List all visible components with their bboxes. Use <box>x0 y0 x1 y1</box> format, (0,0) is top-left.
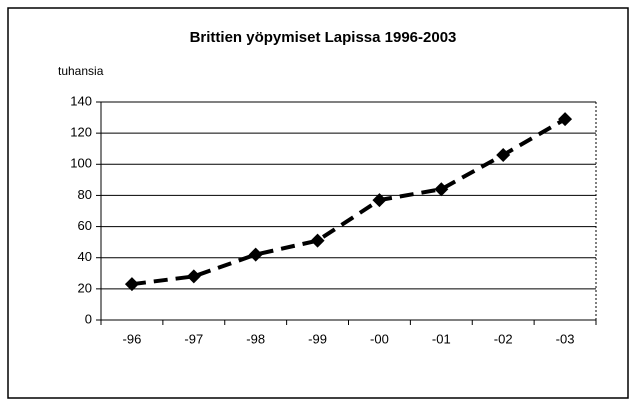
data-point <box>248 247 263 262</box>
data-point <box>186 269 201 284</box>
x-tick-label: -96 <box>123 331 142 346</box>
data-line <box>131 117 567 287</box>
y-tick-label: 60 <box>78 218 92 233</box>
y-tick-label: 0 <box>85 311 92 326</box>
y-tick-label: 140 <box>70 93 92 108</box>
y-tick-label: 20 <box>78 280 92 295</box>
data-point <box>496 147 511 162</box>
x-tick-label: -01 <box>432 331 451 346</box>
data-point <box>372 193 387 208</box>
data-point <box>434 182 449 197</box>
x-tick-label: -00 <box>370 331 389 346</box>
y-tick-label: 80 <box>78 187 92 202</box>
x-tick-label: -03 <box>556 331 575 346</box>
data-point <box>558 112 573 127</box>
x-tick-label: -98 <box>246 331 265 346</box>
x-tick-label: -97 <box>184 331 203 346</box>
chart-title: Brittien yöpymiset Lapissa 1996-2003 <box>190 29 457 46</box>
y-axis-label: tuhansia <box>58 64 104 78</box>
x-tick-label: -02 <box>494 331 513 346</box>
y-tick-label: 40 <box>78 249 92 264</box>
y-tick-label: 120 <box>70 125 92 140</box>
data-point <box>124 277 139 292</box>
data-point <box>310 233 325 248</box>
y-tick-label: 100 <box>70 156 92 171</box>
chart-border <box>7 7 629 399</box>
x-tick-label: -99 <box>308 331 327 346</box>
